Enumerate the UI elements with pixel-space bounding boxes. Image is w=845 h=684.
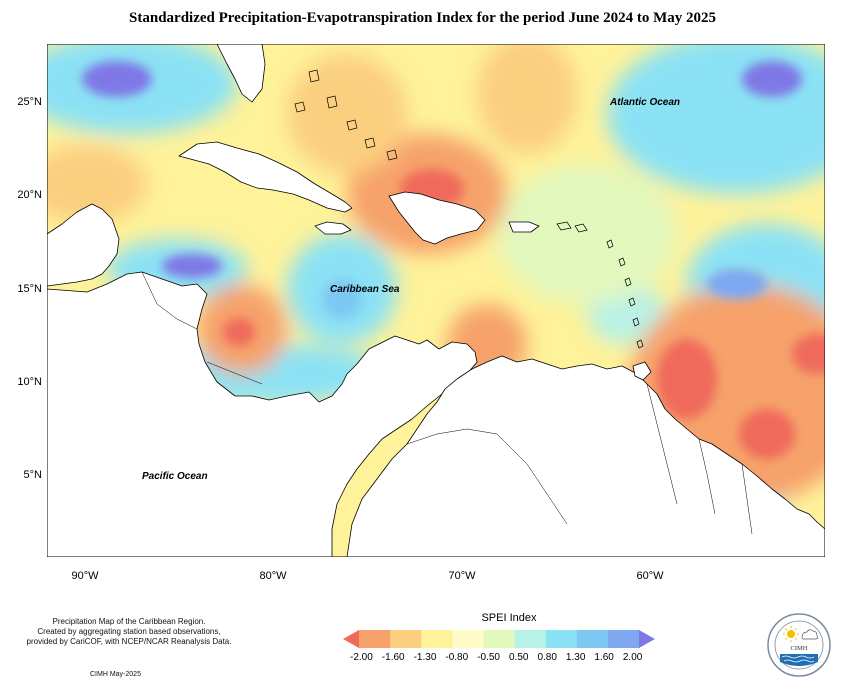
dry-zone-yucatan bbox=[47, 144, 147, 224]
label-caribbean-sea: Caribbean Sea bbox=[330, 284, 400, 295]
cimh-logo: CIMH bbox=[767, 613, 831, 677]
label-pacific-ocean: Pacific Ocean bbox=[142, 471, 208, 482]
spei-map bbox=[47, 44, 825, 557]
legend-swatch bbox=[483, 630, 516, 648]
legend-label: 0.80 bbox=[537, 652, 557, 663]
legend-label: -2.00 bbox=[350, 652, 373, 663]
very-dry-atlantic-e bbox=[792, 334, 825, 374]
land-trinidad bbox=[632, 361, 652, 381]
legend-swatch bbox=[390, 630, 422, 648]
land-south-america bbox=[346, 355, 825, 557]
cloud-icon bbox=[801, 629, 819, 640]
wet-zone-eastern-carib bbox=[497, 164, 677, 304]
very-wet-gulf bbox=[82, 61, 152, 97]
label-atlantic-ocean: Atlantic Ocean bbox=[610, 97, 681, 108]
map-title: Standardized Precipitation-Evapotranspir… bbox=[129, 10, 716, 26]
legend-title: SPEI Index bbox=[481, 612, 537, 624]
very-dry-nicaragua bbox=[223, 318, 255, 346]
legend-swatch bbox=[607, 630, 640, 648]
lat-tick-10n: 10°N bbox=[17, 376, 42, 388]
water-waves-icon bbox=[780, 654, 818, 666]
country-borders bbox=[141, 271, 753, 535]
land-florida bbox=[216, 44, 266, 103]
land-cuba bbox=[178, 141, 353, 213]
legend-arrow-max bbox=[639, 630, 655, 648]
land-hispaniola bbox=[388, 191, 486, 245]
legend-arrow-min bbox=[343, 630, 359, 648]
legend-label: 2.00 bbox=[622, 652, 643, 663]
credits-line-2: Created by aggregating station based obs… bbox=[37, 627, 221, 636]
legend-label: -1.30 bbox=[413, 652, 437, 663]
lat-tick-15n: 15°N bbox=[17, 283, 42, 295]
legend-swatch bbox=[514, 630, 547, 648]
legend-swatch bbox=[421, 630, 453, 648]
lon-tick-70w: 70°W bbox=[448, 570, 476, 582]
legend-label: 1.60 bbox=[594, 652, 614, 663]
lat-tick-20n: 20°N bbox=[17, 189, 42, 201]
legend-colorbar bbox=[343, 630, 655, 648]
legend-swatch bbox=[545, 630, 578, 648]
credits-line-1: Precipitation Map of the Caribbean Regio… bbox=[52, 617, 206, 626]
lon-tick-80w: 80°W bbox=[259, 570, 287, 582]
very-dry-guiana-s bbox=[739, 409, 795, 459]
legend-swatch bbox=[576, 630, 609, 648]
legend-label: -0.80 bbox=[445, 652, 469, 663]
small-islands bbox=[294, 69, 644, 349]
legend-label: -1.60 bbox=[381, 652, 405, 663]
legend-label: -0.50 bbox=[477, 652, 500, 663]
lat-tick-25n: 25°N bbox=[17, 96, 42, 108]
map-credits: Precipitation Map of the Caribbean Regio… bbox=[8, 617, 250, 647]
credits-line-3: provided by CariCOF, with NCEP/NCAR Rean… bbox=[26, 637, 232, 646]
very-wet-atlantic-e bbox=[707, 269, 767, 299]
land-yucatan bbox=[47, 203, 120, 287]
dry-zone-atlantic-n bbox=[477, 44, 577, 154]
very-wet-caribbean bbox=[322, 279, 362, 319]
land-central-america bbox=[47, 271, 478, 557]
legend-swatch bbox=[359, 630, 391, 648]
lon-tick-60w: 60°W bbox=[636, 570, 664, 582]
sun-icon bbox=[783, 626, 799, 642]
legend-swatch bbox=[452, 630, 484, 648]
very-wet-honduras bbox=[162, 254, 222, 278]
credits-date: CIMH May-2025 bbox=[90, 671, 141, 678]
lon-tick-90w: 90°W bbox=[71, 570, 99, 582]
logo-text: CIMH bbox=[791, 645, 808, 652]
legend-label: 1.30 bbox=[565, 652, 586, 663]
land-puerto-rico bbox=[508, 221, 540, 233]
dry-zone-bahamas bbox=[287, 54, 407, 174]
lat-tick-5n: 5°N bbox=[23, 469, 42, 481]
legend-labels: -2.00 -1.60 -1.30 -0.80 -0.50 0.50 0.80 1.30 1.6… bbox=[350, 652, 651, 663]
very-dry-guiana-n bbox=[657, 339, 717, 419]
very-wet-atlantic-ne bbox=[742, 61, 802, 97]
legend-label: 0.50 bbox=[508, 652, 529, 663]
land-jamaica bbox=[314, 221, 352, 235]
